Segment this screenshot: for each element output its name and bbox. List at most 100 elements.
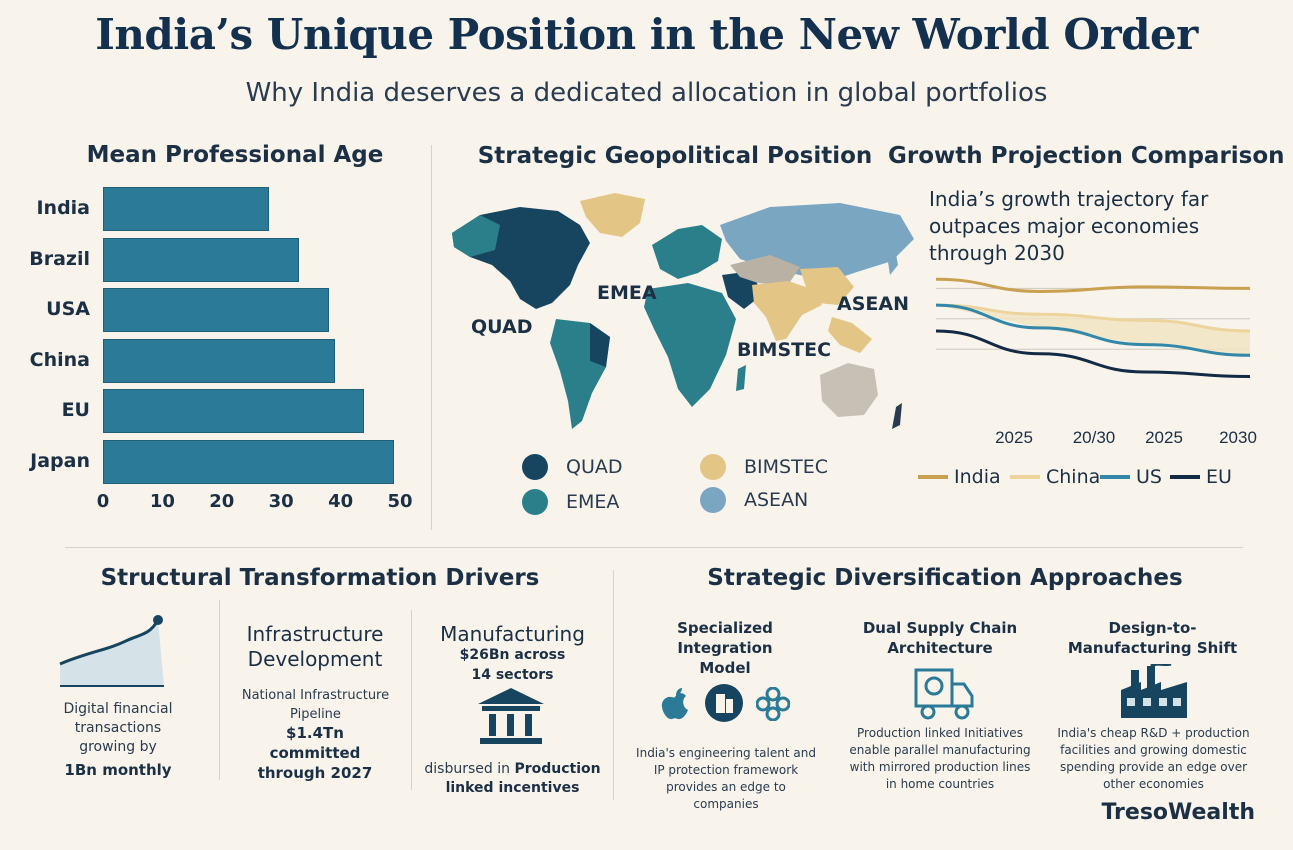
map-label-asean: ASEAN (837, 293, 909, 315)
bar-label-japan: Japan (30, 449, 90, 472)
truck-icon (914, 668, 974, 720)
bar-label-brazil: Brazil (29, 247, 90, 270)
bar-label-india: India (36, 197, 90, 219)
x-tick-label: 2030 (1219, 428, 1257, 447)
greenland-shape (580, 193, 645, 237)
new-zealand-shape (892, 403, 902, 429)
series-line-us (935, 303, 1251, 357)
world-map (452, 193, 914, 429)
building-icon (478, 688, 544, 744)
manufacturing-bold-top: $26Bn across 14 sectors (459, 647, 566, 683)
bar-label-eu: EU (61, 399, 90, 421)
series-line-india (935, 277, 1251, 293)
south-america-east-shape (590, 323, 610, 367)
legend-swatch-eu (1170, 475, 1200, 479)
bar-brazil (103, 237, 300, 282)
legend-us: US (1100, 466, 1162, 488)
legend-text-india: India (954, 466, 1001, 488)
southeast-asia-shape (828, 317, 872, 353)
growth-description: India’s growth trajectory far outpaces m… (929, 187, 1209, 265)
diversification-title: Strategic Diversification Approaches (707, 565, 1183, 591)
australia-shape (820, 363, 878, 417)
north-america-west-shape (452, 215, 500, 257)
legend-label-quad: QUAD (566, 456, 623, 478)
page-title: India’s Unique Position in the New World… (95, 10, 1198, 59)
africa-shape (644, 283, 736, 407)
approach-title-2: Dual Supply Chain Architecture (862, 619, 1018, 657)
legend-swatch-china (1010, 475, 1040, 479)
apple-icon (661, 688, 688, 720)
x-tick-label: 2025 (1145, 428, 1183, 447)
approach-icons-1 (660, 683, 800, 723)
bar-china (103, 338, 335, 383)
x-tick-label: 2025 (995, 428, 1033, 447)
divider-bottom-2 (411, 610, 412, 790)
bar-label-china: China (29, 348, 90, 371)
building-circle-icon (705, 684, 743, 722)
japan-shape (886, 243, 898, 275)
digital-text: Digital financial transactions growing b… (63, 701, 173, 755)
area-china-us (936, 305, 1250, 356)
x-tick-label: 40 (328, 491, 354, 512)
europe-shape (652, 225, 722, 279)
map-label-bimstec: BIMSTEC (737, 339, 832, 361)
divider-bottom-mid (613, 570, 614, 800)
network-icon (756, 687, 790, 721)
legend-dot-bimstec (700, 454, 726, 480)
bar-japan (103, 439, 395, 484)
manufacturing-text: disbursed in Production linked incentive… (420, 760, 605, 798)
approach-text-1: India's engineering talent and IP protec… (636, 746, 816, 811)
geo-title: Strategic Geopolitical Position (477, 143, 873, 169)
legend-asean: ASEAN (700, 487, 808, 513)
divider-horizontal (65, 547, 1243, 548)
legend-label-emea: EMEA (566, 491, 620, 513)
x-tick-label: 30 (268, 491, 294, 512)
legend-swatch-india (918, 475, 948, 479)
map-label-quad: QUAD (471, 316, 533, 338)
legend-india: India (918, 466, 1001, 488)
legend-dot-emea (522, 489, 548, 515)
legend-text-eu: EU (1206, 466, 1232, 488)
structural-title: Structural Transformation Drivers (100, 565, 540, 591)
legend-text-us: US (1136, 466, 1162, 488)
india-shape (752, 281, 822, 341)
legend-eu: EU (1170, 466, 1232, 488)
bar-eu (103, 389, 365, 433)
x-tick-label: 20/30 (1073, 428, 1116, 447)
legend-swatch-us (1100, 475, 1130, 479)
x-tick-label: 0 (96, 491, 110, 512)
china-bimstec-shape (800, 267, 854, 305)
legend-emea: EMEA (522, 489, 619, 515)
bar-label-usa: USA (46, 298, 90, 320)
central-asia-shape (730, 255, 800, 285)
legend-label-asean: ASEAN (744, 489, 809, 511)
legend-text-china: China (1046, 466, 1101, 488)
legend-china: China (1010, 466, 1100, 488)
approach-title-1: Specialized Integration Model (677, 619, 773, 677)
divider-bottom-1 (219, 600, 220, 780)
growth-line-chart: 2025 20/30 2025 2030 (935, 277, 1257, 447)
legend-dot-quad (522, 454, 548, 480)
legend-dot-asean (700, 487, 726, 513)
legend-label-bimstec: BIMSTEC (744, 456, 828, 478)
manufacturing-text-plain: disbursed in (424, 761, 510, 777)
approach-title-3: Design-to-Manufacturing Shift (1067, 619, 1238, 657)
factory-icon (1121, 664, 1187, 718)
legend-quad: QUAD (522, 454, 623, 480)
growth-title: Growth Projection Comparison (888, 143, 1285, 169)
age-chart-title: Mean Professional Age (86, 142, 384, 168)
infrastructure-bold: $1.4Tn committed through 2027 (257, 724, 373, 782)
infrastructure-title: Infrastructure Development (246, 622, 384, 671)
infrastructure-text: National Infrastructure Pipeline (241, 688, 390, 722)
approach-text-3: India's cheap R&D + production facilitie… (1057, 726, 1250, 791)
growth-curve-icon (59, 615, 164, 687)
digital-bold: 1Bn monthly (64, 761, 172, 779)
approach-text-2: Production linked Initiatives enable par… (849, 726, 1031, 791)
manufacturing-title: Manufacturing (440, 622, 585, 646)
map-label-emea: EMEA (597, 282, 657, 304)
x-tick-label: 20 (209, 491, 235, 512)
legend-bimstec: BIMSTEC (700, 454, 828, 480)
bar-india (103, 187, 270, 231)
series-line-china (935, 303, 1251, 333)
x-tick-label: 10 (149, 491, 175, 512)
